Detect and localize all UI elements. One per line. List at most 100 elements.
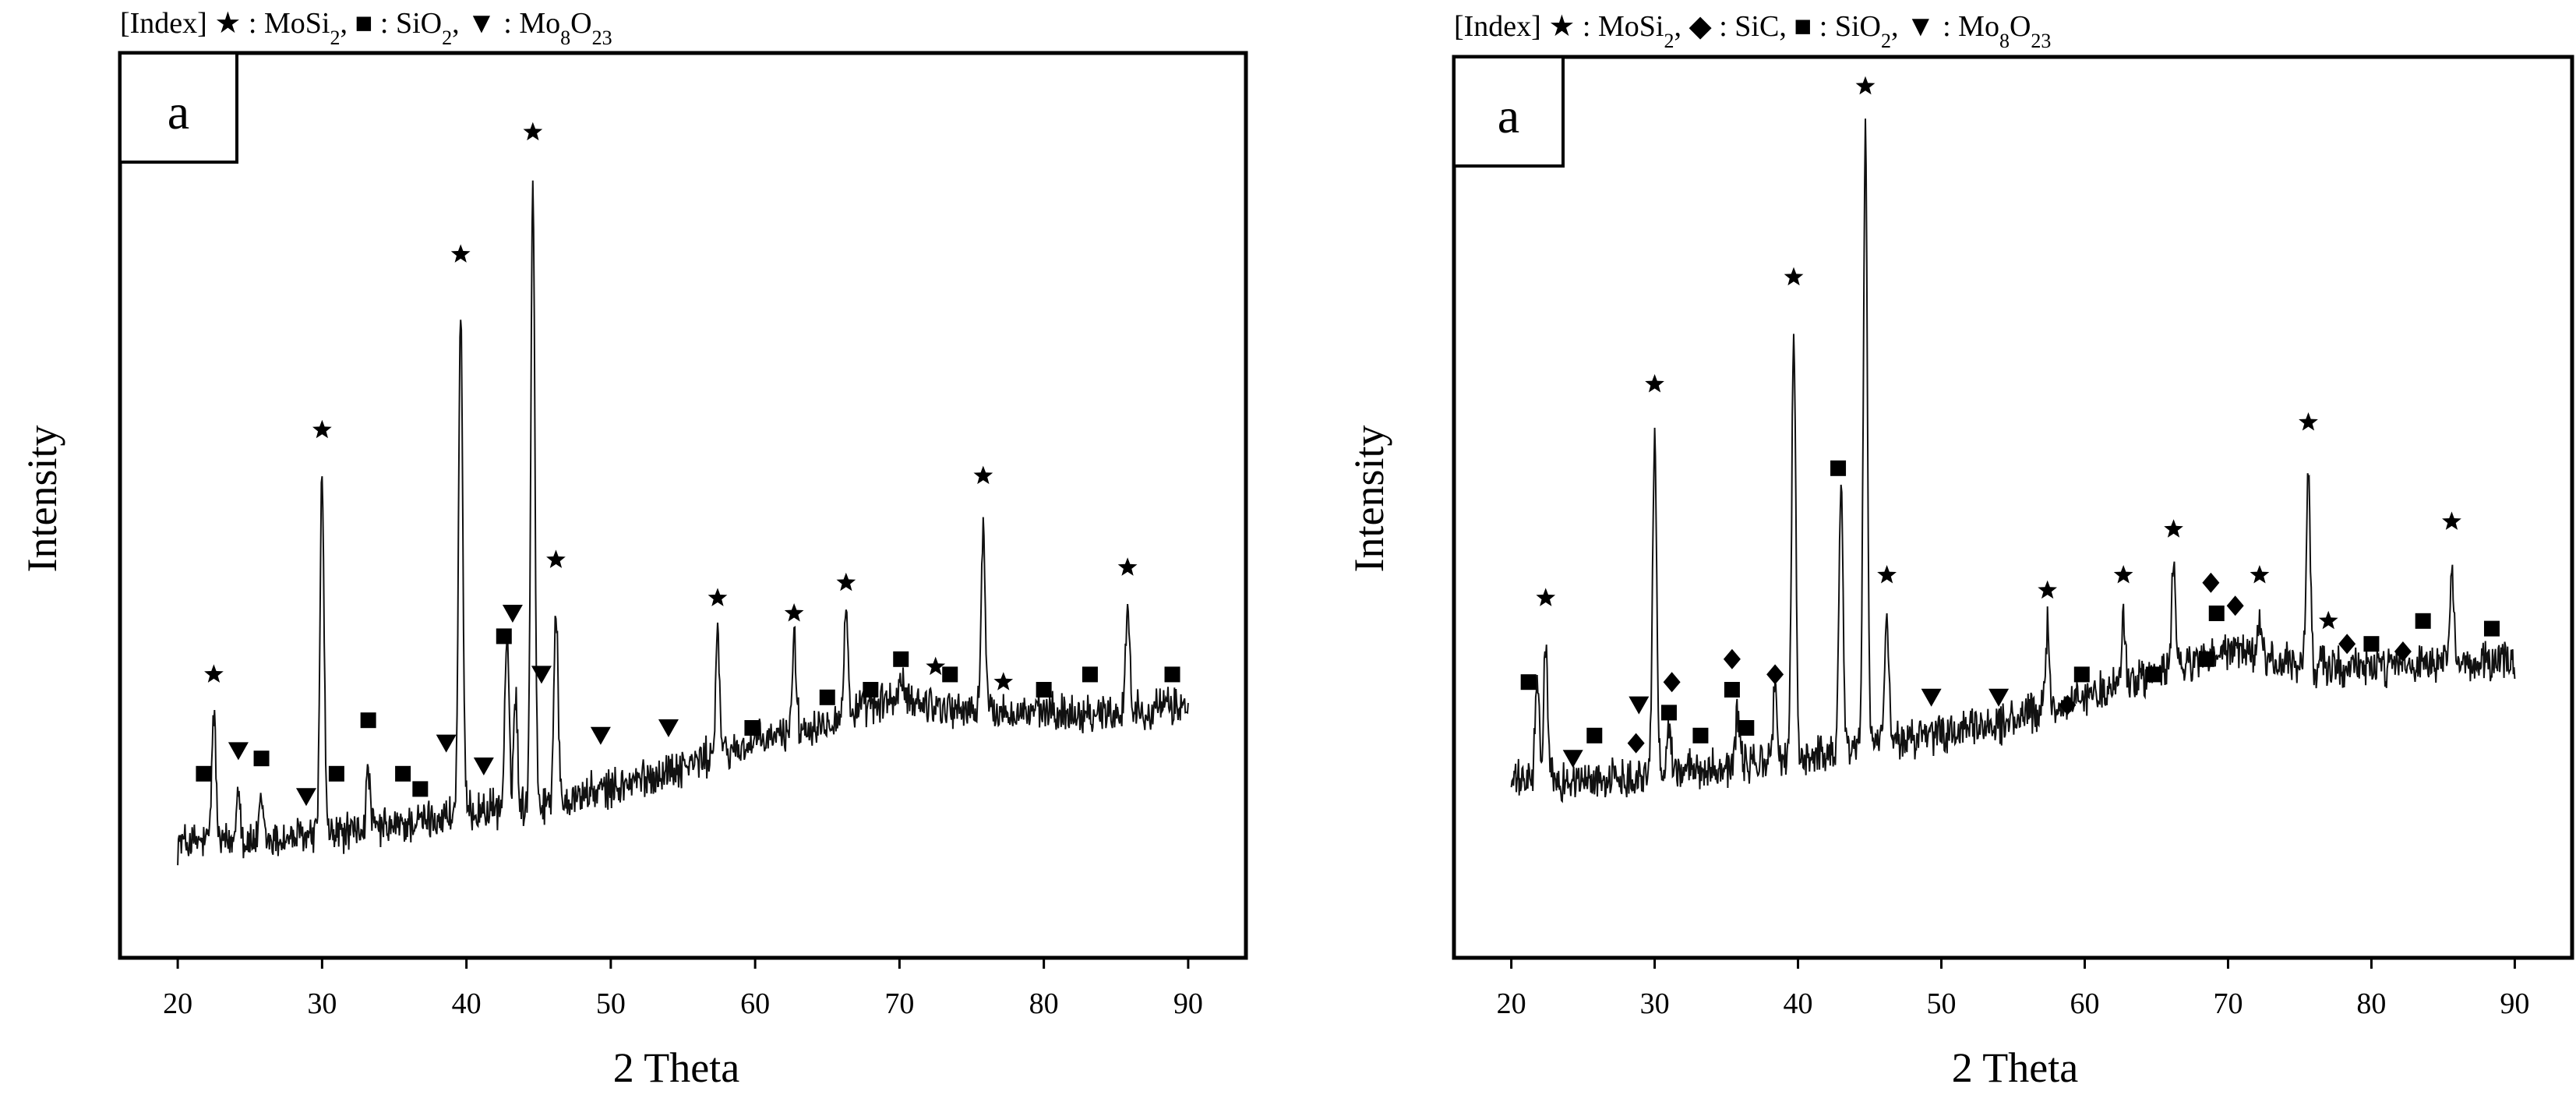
x-tick-label: 90	[1173, 987, 1203, 1020]
legend-phase-name: O	[2010, 10, 2031, 43]
x-tick-label: 80	[1029, 987, 1059, 1020]
plot-frame	[1452, 55, 2574, 960]
x-tick-label: 30	[307, 987, 337, 1020]
xrd-pattern-line	[177, 180, 1189, 866]
legend-text: :	[1575, 10, 1598, 43]
diamond-marker	[1723, 648, 1741, 669]
x-tick-label: 40	[1784, 987, 1813, 1020]
star-marker	[523, 122, 543, 141]
square-marker	[196, 765, 212, 782]
star-marker	[1117, 557, 1138, 576]
star-marker	[1877, 565, 1897, 584]
star-marker	[1855, 76, 1876, 95]
star-marker	[2250, 565, 2270, 584]
legend-text: :	[496, 7, 520, 40]
phase-markers	[1520, 76, 2500, 768]
square-marker	[819, 689, 835, 705]
legend-text	[1787, 10, 1794, 43]
square-marker	[2363, 636, 2380, 652]
star-marker	[1784, 267, 1804, 286]
legend-text: :	[241, 7, 264, 40]
triangle-marker	[531, 666, 552, 684]
diamond-marker	[2394, 641, 2412, 662]
square-marker	[328, 765, 344, 782]
x-tick-label: 80	[2356, 987, 2386, 1020]
square-marker	[2208, 606, 2225, 621]
x-tick-label: 20	[1497, 987, 1526, 1020]
legend-phase-name: SiO	[1835, 10, 1881, 43]
x-tick-label: 40	[452, 987, 482, 1020]
star-marker	[546, 549, 566, 568]
star-marker	[2318, 610, 2338, 630]
diamond-marker	[1766, 664, 1784, 685]
x-axis-label: 2 Theta	[613, 1044, 739, 1091]
legend-phase-name: MoSi	[1598, 10, 1664, 43]
legend-text: :	[1936, 10, 1959, 43]
legend-phase-name: Mo	[519, 7, 560, 40]
square-marker	[395, 765, 411, 782]
index-legend-right: [Index] ★ : MoSi2, ◆ : SiC, ■ : SiO2, ▼ …	[1454, 10, 2051, 52]
legend-subscript: 2	[1664, 30, 1674, 52]
legend-separator: ,	[1674, 10, 1681, 43]
legend-phase-name: MoSi	[264, 7, 330, 40]
square-marker	[744, 720, 760, 736]
diamond-marker	[1663, 672, 1681, 693]
x-tick-label: 60	[740, 987, 770, 1020]
star-marker	[708, 588, 728, 606]
triangle-icon: ▼	[467, 7, 496, 40]
star-icon: ★	[1548, 10, 1575, 43]
triangle-marker	[1629, 696, 1650, 715]
triangle-marker	[1562, 750, 1583, 768]
legend-subscript: 2	[330, 26, 340, 49]
x-tick-label: 50	[596, 987, 626, 1020]
square-marker	[253, 751, 270, 767]
legend-phase-name: SiC	[1734, 10, 1779, 43]
star-marker	[204, 664, 224, 683]
square-marker	[2415, 613, 2431, 629]
star-marker	[1536, 588, 1556, 606]
triangle-marker	[658, 719, 679, 737]
legend-text: :	[372, 7, 396, 40]
x-axis-label: 2 Theta	[1952, 1044, 2078, 1091]
triangle-marker	[502, 605, 523, 623]
triangle-marker	[1988, 688, 2010, 707]
legend-separator: ,	[452, 7, 460, 40]
legend-text	[1681, 10, 1689, 43]
legend-text	[348, 7, 355, 40]
x-tick-label: 50	[1927, 987, 1957, 1020]
x-tick-label: 20	[163, 987, 192, 1020]
square-marker	[496, 628, 512, 645]
legend-subscript: 2	[442, 26, 452, 49]
legend-phase-name: O	[570, 7, 591, 40]
legend-phase-name: SiO	[396, 7, 442, 40]
legend-subscript: 23	[2031, 30, 2051, 52]
legend-text: :	[1712, 10, 1735, 43]
square-marker	[1738, 720, 1755, 736]
x-tick-label: 70	[884, 987, 914, 1020]
triangle-marker	[590, 726, 611, 745]
square-marker	[893, 651, 909, 667]
triangle-marker	[473, 758, 494, 775]
square-marker	[1830, 460, 1847, 476]
square-marker	[2483, 620, 2500, 637]
star-marker	[784, 603, 804, 622]
x-tick-label: 90	[2500, 987, 2529, 1020]
star-marker	[2442, 511, 2461, 530]
square-marker	[1660, 705, 1677, 721]
index-prefix: [Index]	[120, 7, 207, 40]
triangle-marker	[228, 742, 249, 761]
triangle-marker	[436, 734, 457, 753]
star-icon: ★	[214, 7, 241, 40]
star-marker	[2299, 412, 2318, 431]
square-marker	[863, 682, 879, 698]
diamond-icon: ◆	[1689, 10, 1712, 43]
legend-subscript: 8	[1999, 30, 2010, 52]
square-icon: ■	[355, 7, 372, 40]
panel-label: a	[168, 84, 189, 140]
legend-text	[1541, 10, 1549, 43]
legend-phase-name: Mo	[1958, 10, 1999, 43]
legend-text: :	[1812, 10, 1835, 43]
y-axis-label: Intensity	[19, 426, 65, 573]
square-marker	[1082, 666, 1098, 683]
panel-label: a	[1498, 88, 1519, 143]
